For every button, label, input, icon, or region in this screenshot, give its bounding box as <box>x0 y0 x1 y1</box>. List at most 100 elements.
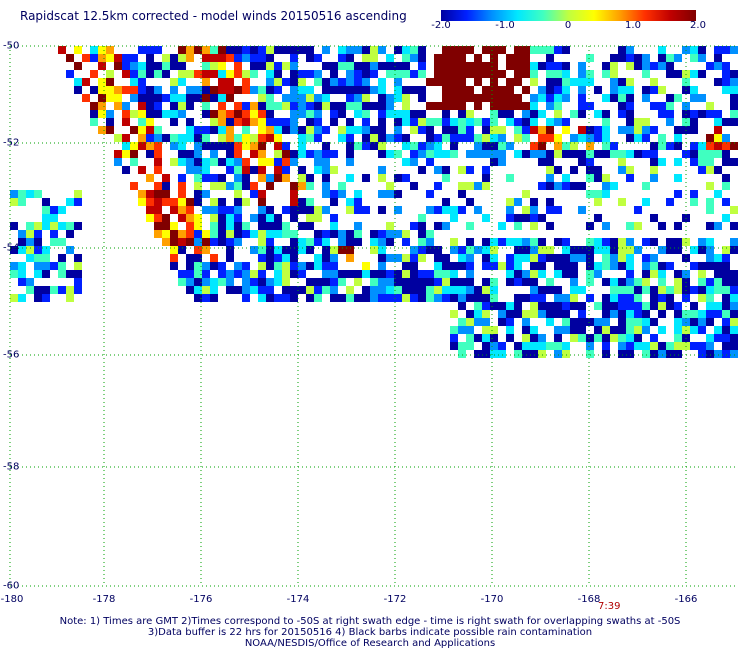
map-cell <box>402 270 410 278</box>
map-cell <box>226 206 234 214</box>
map-cell <box>234 70 242 78</box>
map-cell <box>66 54 74 62</box>
map-cell <box>658 110 666 118</box>
map-cell <box>514 254 522 262</box>
map-cell <box>530 214 538 222</box>
map-cell <box>474 318 482 326</box>
map-cell <box>370 230 378 238</box>
map-cell <box>538 270 546 278</box>
map-cell <box>394 230 402 238</box>
map-cell <box>274 278 282 286</box>
map-cell <box>434 150 442 158</box>
map-cell <box>482 46 490 54</box>
map-cell <box>426 270 434 278</box>
map-cell <box>306 110 314 118</box>
map-cell <box>538 214 546 222</box>
map-cell <box>138 126 146 134</box>
map-cell <box>458 294 466 302</box>
map-cell <box>650 78 658 86</box>
map-cell <box>490 118 498 126</box>
map-cell <box>298 182 306 190</box>
map-cell <box>378 270 386 278</box>
map-cell <box>394 126 402 134</box>
map-cell <box>578 150 586 158</box>
map-cell <box>586 190 594 198</box>
map-cell <box>42 262 50 270</box>
map-cell <box>418 70 426 78</box>
map-cell <box>530 118 538 126</box>
map-cell <box>266 134 274 142</box>
map-cell <box>450 86 458 94</box>
map-cell <box>594 318 602 326</box>
map-cell <box>610 278 618 286</box>
map-cell <box>634 326 642 334</box>
map-cell <box>322 270 330 278</box>
map-cell <box>466 278 474 286</box>
map-cell <box>138 166 146 174</box>
map-cell <box>378 142 386 150</box>
map-cell <box>442 78 450 86</box>
map-cell <box>474 206 482 214</box>
map-cell <box>114 134 122 142</box>
map-cell <box>666 198 674 206</box>
map-cell <box>626 62 634 70</box>
map-cell <box>290 118 298 126</box>
map-cell <box>650 142 658 150</box>
map-cell <box>194 86 202 94</box>
map-cell <box>578 94 586 102</box>
map-cell <box>658 86 666 94</box>
map-cell <box>530 70 538 78</box>
map-cell <box>210 262 218 270</box>
footnote-line: NOAA/NESDIS/Office of Research and Appli… <box>244 638 496 649</box>
map-cell <box>490 158 498 166</box>
map-cell <box>330 230 338 238</box>
map-cell <box>402 142 410 150</box>
map-cell <box>554 310 562 318</box>
map-cell <box>410 46 418 54</box>
map-cell <box>698 278 706 286</box>
map-cell <box>442 134 450 142</box>
map-cell <box>730 70 738 78</box>
map-cell <box>242 166 250 174</box>
map-cell <box>514 134 522 142</box>
map-cell <box>138 118 146 126</box>
map-cell <box>474 54 482 62</box>
map-cell <box>666 70 674 78</box>
map-cell <box>570 278 578 286</box>
map-cell <box>314 206 322 214</box>
map-cell <box>90 118 98 126</box>
map-cell <box>642 286 650 294</box>
map-cell <box>290 150 298 158</box>
map-cell <box>474 142 482 150</box>
map-cell <box>466 310 474 318</box>
map-cell <box>554 134 562 142</box>
map-cell <box>50 238 58 246</box>
map-cell <box>730 342 738 350</box>
map-cell <box>346 78 354 86</box>
map-cell <box>234 214 242 222</box>
map-cell <box>282 270 290 278</box>
map-cell <box>418 54 426 62</box>
map-cell <box>610 54 618 62</box>
map-cell <box>458 94 466 102</box>
colorbar-tick-label: -1.0 <box>495 20 515 31</box>
map-cell <box>530 94 538 102</box>
longitude-label: -178 <box>92 594 116 605</box>
map-cell <box>650 262 658 270</box>
map-cell <box>642 278 650 286</box>
map-cell <box>218 118 226 126</box>
map-cell <box>306 182 314 190</box>
map-cell <box>50 230 58 238</box>
map-cell <box>58 238 66 246</box>
map-cell <box>258 158 266 166</box>
map-cell <box>130 70 138 78</box>
map-cell <box>394 270 402 278</box>
map-cell <box>474 78 482 86</box>
map-cell <box>282 222 290 230</box>
map-cell <box>634 342 642 350</box>
map-cell <box>458 134 466 142</box>
map-cell <box>618 238 626 246</box>
map-cell <box>258 142 266 150</box>
map-cell <box>226 54 234 62</box>
map-cell <box>202 262 210 270</box>
